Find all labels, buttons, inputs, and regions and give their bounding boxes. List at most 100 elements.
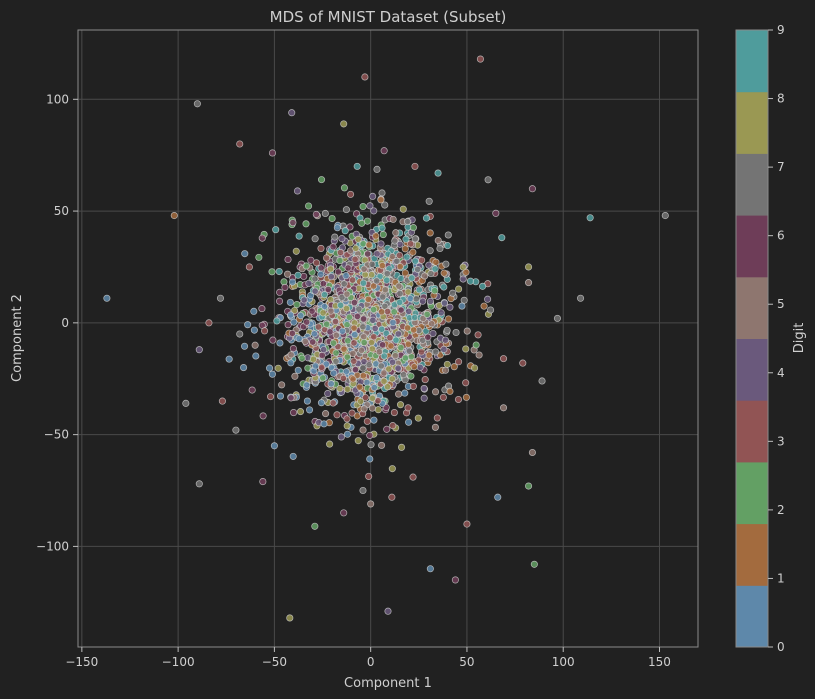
data-point-digit-7 [414,265,422,273]
data-point-digit-0 [297,312,305,320]
data-point-digit-0 [366,455,374,463]
x-tick-label: 0 [367,655,375,669]
data-point-digit-0 [288,278,297,286]
data-point-digit-8 [462,345,470,353]
data-point-digit-1 [378,262,386,270]
data-point-digit-8 [388,465,396,473]
data-point-digit-9 [378,224,386,232]
data-point-digit-5 [381,286,389,294]
data-point-digit-1 [440,269,448,277]
data-point-digit-7 [538,377,546,385]
data-point-digit-7 [373,165,381,173]
colorbar-segment-2 [736,461,768,525]
data-point-digit-1 [404,324,412,332]
data-point-digit-6 [303,318,311,326]
data-point-digit-0 [338,327,346,335]
data-point-digit-6 [366,431,374,439]
data-point-digit-3 [409,473,417,481]
data-point-digit-6 [424,333,432,341]
data-point-digit-0 [287,359,295,367]
data-point-digit-8 [292,247,300,255]
data-point-digit-4 [441,336,449,344]
data-point-digit-8 [396,401,405,409]
data-point-digit-1 [410,363,418,371]
data-point-digit-6 [269,336,277,344]
data-point-digit-7 [443,326,451,334]
data-point-digit-4 [293,187,302,195]
data-point-digit-8 [319,309,327,317]
data-point-digit-0 [270,442,278,450]
data-point-digit-0 [250,307,258,315]
data-point-digit-3 [336,249,345,257]
data-point-digit-0 [342,272,350,280]
data-point-digit-3 [407,240,415,248]
data-point-digit-5 [327,307,335,315]
data-point-digit-5 [359,426,367,434]
data-point-digit-7 [331,233,339,241]
data-point-digit-1 [364,295,372,303]
data-point-digit-0 [240,364,248,372]
data-point-digit-8 [336,385,344,393]
colorbar-tick-label: 5 [777,297,785,311]
data-point-digit-9 [392,336,400,344]
colorbar-tick-label: 8 [777,92,785,106]
data-point-digit-9 [353,162,361,170]
data-point-digit-6 [379,341,387,349]
colorbar-segment-4 [736,338,768,401]
data-point-digit-3 [349,276,357,284]
data-point-digit-8 [354,437,362,445]
data-point-digit-5 [349,349,357,358]
data-point-digit-9 [415,286,423,294]
data-point-digit-6 [258,234,266,242]
data-point-digit-3 [411,162,419,170]
colorbar-tick-label: 2 [777,503,785,517]
data-point-digit-8 [455,285,463,293]
y-axis-label: Component 2 [10,294,25,382]
data-point-digit-5 [392,229,400,237]
data-point-digit-5 [525,279,533,287]
data-point-digit-5 [367,500,375,508]
data-point-digit-7 [383,270,391,278]
data-point-digit-2 [359,202,367,211]
data-point-digit-3 [384,307,392,316]
data-point-digit-5 [421,272,429,280]
data-point-digit-3 [499,355,508,363]
data-point-digit-1 [410,326,418,334]
x-tick-label: 100 [552,655,575,669]
data-point-digit-3 [347,190,355,198]
data-point-digit-7 [359,486,367,495]
data-point-digit-9 [498,234,506,242]
data-point-digit-9 [408,274,416,282]
data-point-digit-8 [471,364,479,372]
data-point-digit-3 [329,399,337,407]
y-tick-label: 50 [54,204,69,218]
data-point-digit-1 [401,269,409,277]
data-point-digit-7 [452,328,460,337]
data-point-digit-3 [317,244,325,252]
data-point-digit-8 [368,271,376,279]
data-point-digit-4 [437,309,445,317]
data-point-digit-6 [259,412,267,420]
colorbar-segment-7 [736,153,768,216]
data-point-digit-2 [397,344,405,352]
data-point-digit-6 [258,305,266,313]
data-point-digit-0 [317,270,325,278]
data-point-digit-0 [289,452,297,460]
data-point-digit-4 [420,394,428,402]
data-point-digit-0 [294,366,302,374]
x-tick-label: 150 [648,655,671,669]
data-point-digit-9 [295,232,303,240]
data-point-digit-4 [394,330,402,338]
data-point-digit-9 [440,283,448,291]
data-point-digit-3 [361,393,369,402]
data-point-digit-5 [343,290,351,298]
data-point-digit-7 [340,280,348,288]
data-point-digit-7 [412,295,420,303]
data-point-digit-1 [372,232,380,240]
data-point-digit-8 [443,360,451,368]
data-point-digit-7 [405,347,413,355]
data-point-digit-3 [331,318,340,326]
data-point-digit-3 [386,334,394,342]
data-point-digit-7 [432,348,440,356]
y-tick-label: 100 [46,92,69,106]
